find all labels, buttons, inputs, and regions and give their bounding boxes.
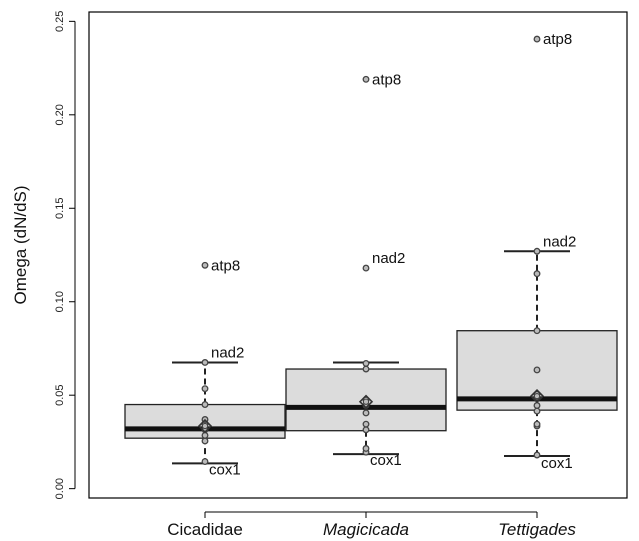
data-point — [201, 437, 209, 445]
data-point — [362, 264, 370, 272]
data-point — [533, 420, 541, 428]
y-tick-label: 0.10 — [54, 291, 66, 312]
annotation-cox1: cox1 — [370, 452, 402, 469]
data-point — [362, 426, 370, 434]
y-tick-label: 0.25 — [54, 11, 66, 32]
data-point — [362, 365, 370, 373]
y-tick-label: 0.15 — [54, 198, 66, 219]
data-point — [201, 458, 209, 465]
data-point — [533, 451, 541, 459]
mean-point — [533, 392, 541, 400]
annotation-nad2: nad2 — [372, 250, 405, 267]
y-axis-label: Omega (dN/dS) — [11, 185, 30, 304]
annotation-atp8: atp8 — [211, 257, 240, 274]
y-tick-label: 0.00 — [54, 478, 66, 499]
data-point — [362, 359, 370, 367]
plot-frame — [88, 11, 628, 499]
annotation-nad2: nad2 — [543, 233, 576, 250]
box-group-cicadidae: atp8 nad2 cox1 — [124, 257, 286, 479]
x-tick-label: Tettigades — [498, 520, 576, 539]
data-point — [533, 247, 541, 255]
data-point — [201, 385, 209, 393]
data-point — [533, 402, 541, 409]
y-tick-label: 0.20 — [54, 104, 66, 125]
data-point — [362, 409, 370, 417]
box-group-tettigades: atp8 nad2 cox1 — [456, 31, 618, 472]
data-point — [533, 35, 541, 43]
data-point — [362, 75, 370, 83]
data-point — [201, 401, 209, 408]
mean-point — [362, 398, 370, 405]
y-tick-label: 0.05 — [54, 384, 66, 405]
data-point — [201, 261, 209, 269]
mean-marker — [529, 388, 545, 404]
data-point — [201, 359, 209, 366]
box-group-magicicada: atp8 nad2 cox1 — [285, 71, 447, 469]
annotation-cox1: cox1 — [541, 455, 573, 472]
x-tick-label: Cicadidae — [167, 520, 243, 539]
data-point — [533, 407, 541, 415]
data-point — [201, 431, 209, 439]
data-point — [533, 270, 541, 278]
mean-marker — [197, 418, 213, 434]
data-point — [533, 327, 541, 335]
mean-marker — [358, 394, 374, 409]
data-point — [533, 366, 541, 374]
x-tick-label: Magicicada — [323, 520, 409, 539]
data-point — [362, 445, 370, 452]
plot-area: 0.00 0.05 0.10 0.15 0.20 0.25 Cicadidae Magicic… — [54, 11, 628, 539]
data-point — [362, 420, 370, 428]
annotation-cox1: cox1 — [209, 462, 241, 479]
annotation-atp8: atp8 — [543, 31, 572, 48]
mean-point — [201, 422, 209, 430]
annotation-nad2: nad2 — [211, 344, 244, 361]
annotation-atp8: atp8 — [372, 71, 401, 88]
